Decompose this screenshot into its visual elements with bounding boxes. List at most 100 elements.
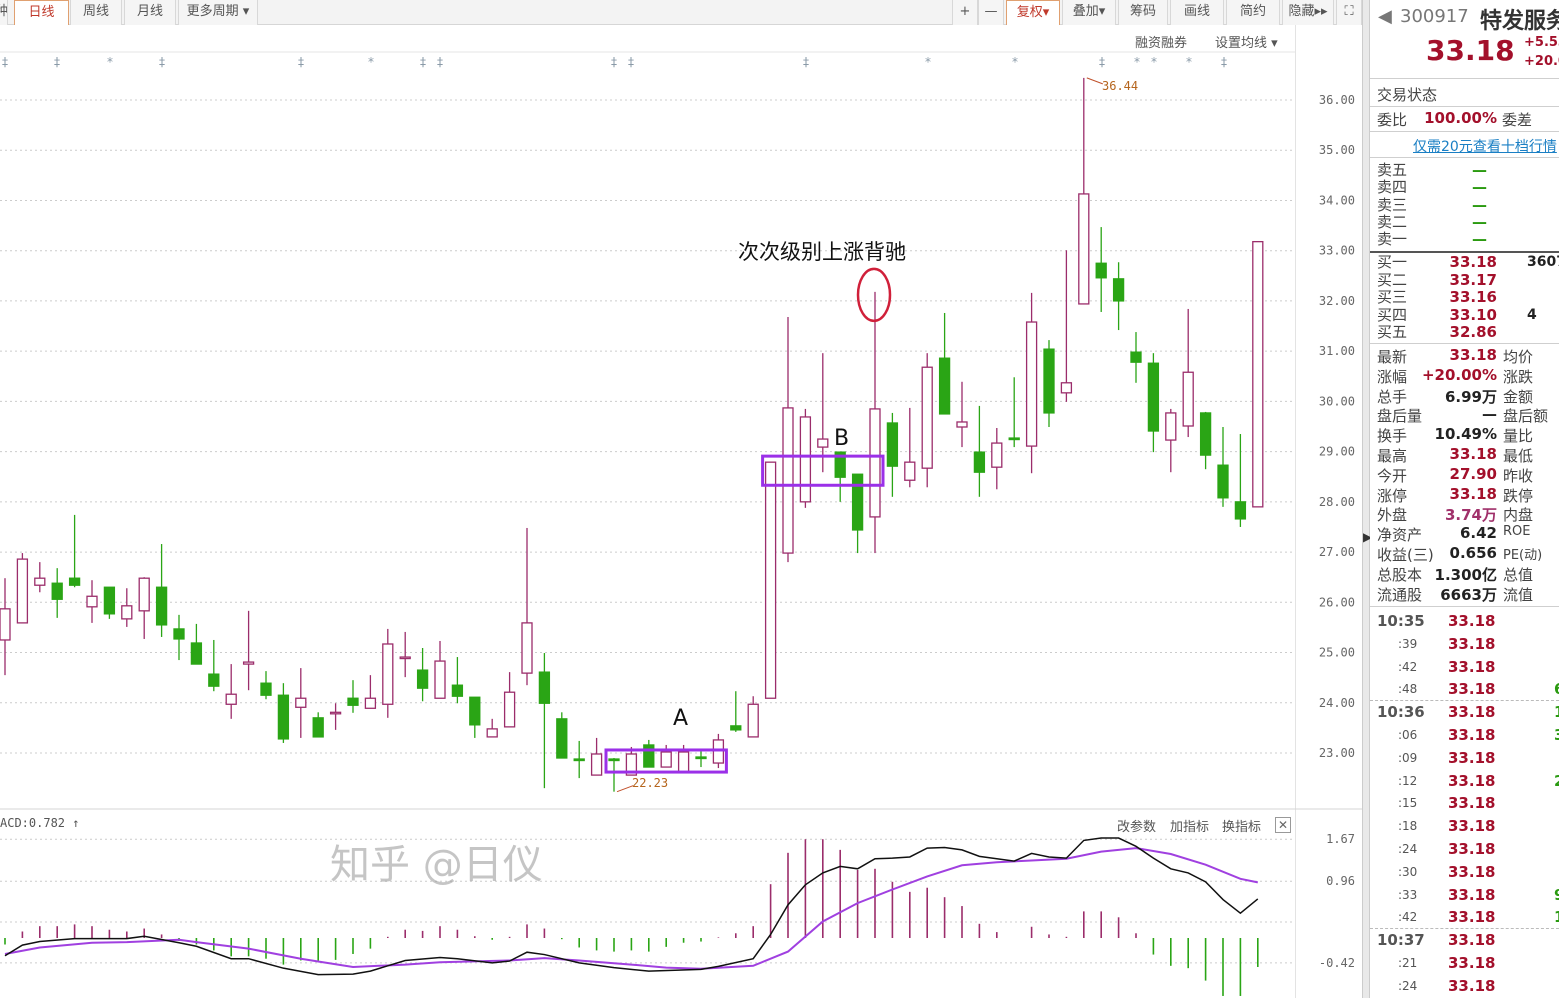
expand-icon[interactable]: ⛶: [1336, 0, 1362, 25]
candle: [242, 610, 255, 691]
stat-value: 1.300亿: [1434, 565, 1497, 584]
candle: [1217, 426, 1229, 507]
toolbar-button-6[interactable]: 简约: [1226, 0, 1280, 25]
bid-price: 33.18: [1449, 253, 1497, 271]
set-ma-button[interactable]: 设置均线 ▾: [1215, 36, 1278, 51]
info-mine-icon[interactable]: ‡: [611, 55, 617, 69]
candle: [312, 712, 324, 738]
info-mine-icon[interactable]: ‡: [437, 55, 443, 69]
ask-label: 卖二: [1377, 212, 1408, 231]
candle: [434, 640, 446, 699]
tick-time: :12: [1398, 773, 1418, 788]
toolbar-button-2[interactable]: 复权▾: [1006, 0, 1060, 25]
close-icon[interactable]: ✕: [1275, 817, 1291, 833]
toolbar-button-0[interactable]: +: [952, 0, 978, 25]
margin-trading-button[interactable]: 融资融券: [1135, 36, 1188, 51]
candle: [938, 312, 951, 415]
stat-right-label: 涨跌: [1503, 367, 1534, 386]
tick-separator: [1370, 928, 1559, 930]
tab-2[interactable]: 周线: [70, 0, 122, 25]
tick-price: 33.18: [1448, 703, 1496, 722]
change-params-button[interactable]: 改参数: [1117, 820, 1157, 835]
stat-value: 33.18: [1449, 484, 1497, 503]
info-mine-icon[interactable]: ‡: [628, 55, 634, 69]
ask-label: 卖三: [1377, 195, 1408, 214]
price-tick-label: 36.00: [1319, 93, 1355, 107]
candle: [782, 316, 794, 563]
switch-indicator-button[interactable]: 换指标: [1222, 820, 1262, 835]
candle: [643, 739, 655, 768]
tick-price: 33.18: [1448, 976, 1496, 995]
stat-value: 33.18: [1449, 445, 1497, 463]
add-indicator-button[interactable]: 加指标: [1170, 820, 1210, 835]
stat-value: 6.42: [1459, 524, 1497, 543]
toolbar-button-4[interactable]: 筹码: [1118, 0, 1168, 25]
info-mine-icon[interactable]: *: [1186, 55, 1192, 69]
candle: [86, 580, 98, 623]
tick-time: :42: [1398, 659, 1418, 674]
info-mine-icon[interactable]: ‡: [803, 55, 809, 69]
macd-title: ACD:0.782 ↑: [0, 816, 80, 830]
tab-1[interactable]: 日线: [14, 0, 69, 25]
candle: [208, 639, 220, 692]
toolbar-button-5[interactable]: 画线: [1170, 0, 1224, 25]
panel-splitter[interactable]: ▶: [1362, 0, 1373, 998]
info-mine-icon[interactable]: ‡: [1221, 55, 1227, 69]
bid-label: 买一: [1377, 253, 1408, 271]
tick-price: 33.18: [1448, 794, 1496, 813]
ask-label: 卖四: [1377, 178, 1408, 197]
candle: [416, 648, 429, 702]
candle: [608, 758, 620, 792]
candle: [399, 631, 411, 678]
bid-price: 32.86: [1449, 323, 1497, 341]
info-mine-icon[interactable]: ‡: [420, 55, 426, 69]
candle: [1095, 227, 1107, 312]
divergence-annotation: 次次级别上涨背驰: [738, 240, 906, 264]
toolbar-button-1[interactable]: —: [978, 0, 1004, 25]
tick-price: 33.18: [1448, 612, 1496, 630]
price-tick-label: 31.00: [1319, 344, 1355, 358]
stat-label: 总手: [1377, 387, 1408, 406]
label-b: B: [834, 426, 850, 451]
ask-price: —: [1472, 161, 1487, 179]
stat-value: 6663万: [1440, 585, 1497, 604]
price-tick-label: 29.00: [1319, 445, 1355, 459]
tab-4[interactable]: 更多周期 ▾: [178, 0, 258, 25]
info-mine-icon[interactable]: ‡: [2, 55, 8, 69]
tick-price: 33.18: [1448, 817, 1496, 836]
kline-chart[interactable]: 36.00 35.00 34.00 33.00 32.00 31.00 30.00 29.00…: [0, 0, 1362, 998]
candle: [1234, 434, 1247, 527]
info-mine-icon[interactable]: *: [1151, 55, 1157, 69]
candle: [173, 614, 185, 661]
info-mine-icon[interactable]: *: [1134, 55, 1140, 69]
stat-right-label: 流值: [1503, 585, 1534, 604]
toolbar-button-7[interactable]: 隐藏▸▸: [1282, 0, 1334, 25]
candle: [1112, 262, 1125, 331]
info-mine-icon[interactable]: *: [368, 55, 374, 69]
price-tick-label: 32.00: [1319, 294, 1355, 308]
trade-status-label: 交易状态: [1377, 86, 1438, 104]
info-mine-icon[interactable]: ‡: [298, 55, 304, 69]
tick-time: :39: [1398, 636, 1418, 651]
bid-volume: 4: [1527, 306, 1537, 323]
info-mine-icon[interactable]: *: [1012, 55, 1018, 69]
candle: [556, 712, 568, 759]
stat-value: 0.656: [1449, 544, 1497, 562]
tab-3[interactable]: 月线: [124, 0, 176, 25]
back-arrow-icon[interactable]: ◀: [1378, 6, 1392, 27]
ask-price: —: [1472, 195, 1487, 214]
tick-price: 33.18: [1448, 680, 1496, 699]
tab-0[interactable]: 种: [0, 0, 8, 25]
expand-arrow-icon[interactable]: ▶: [1363, 530, 1373, 544]
bid-label: 买五: [1377, 323, 1408, 341]
candle: [817, 353, 829, 473]
info-mine-icon[interactable]: *: [925, 55, 931, 69]
candle: [695, 749, 707, 768]
info-mine-icon[interactable]: ‡: [1099, 55, 1105, 69]
info-mine-icon[interactable]: ‡: [54, 55, 60, 69]
toolbar-button-3[interactable]: 叠加▾: [1062, 0, 1116, 25]
info-mine-icon[interactable]: ‡: [159, 55, 165, 69]
level2-promo-link[interactable]: 仅需20元查看十档行情: [1413, 139, 1557, 155]
ask-price: —: [1472, 178, 1487, 197]
info-mine-icon[interactable]: *: [107, 55, 113, 69]
